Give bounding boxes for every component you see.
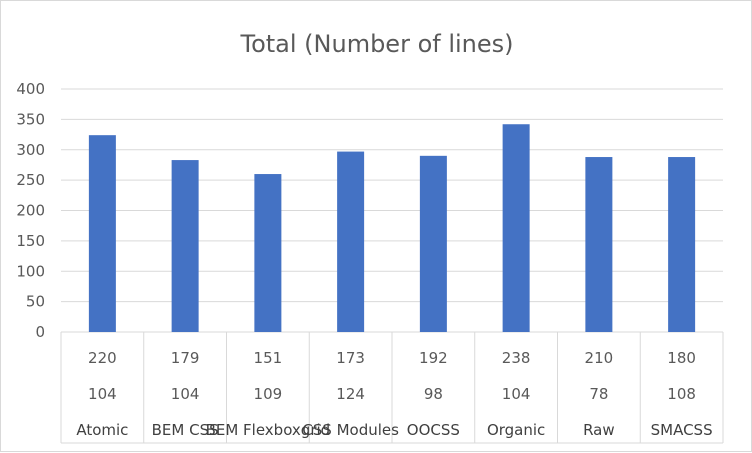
y-tick-label: 200	[16, 202, 45, 220]
y-tick-label: 400	[16, 80, 45, 98]
bar	[502, 124, 530, 332]
bar	[668, 157, 696, 332]
x-category-label: Atomic	[76, 421, 128, 439]
gridlines	[61, 88, 723, 333]
x-category-label: OOCSS	[407, 421, 460, 439]
bars	[88, 124, 696, 332]
chart-title: Total (Number of lines)	[239, 30, 513, 58]
data-table-cell: 78	[589, 385, 608, 403]
data-table-cell: 238	[502, 349, 531, 367]
y-tick-label: 300	[16, 141, 45, 159]
bar	[254, 174, 282, 332]
bar	[419, 155, 447, 332]
x-category-label: BEM CSS	[152, 421, 219, 439]
x-category-label: BEM Flexboxgrid	[206, 421, 331, 439]
data-table-cell: 104	[88, 385, 117, 403]
y-tick-label: 0	[35, 323, 45, 341]
y-tick-label: 50	[26, 293, 45, 311]
y-tick-label: 150	[16, 232, 45, 250]
y-axis-ticks: 0 50 100 150 200 250 300 350 400	[16, 80, 45, 341]
bar	[337, 151, 365, 332]
y-tick-label: 350	[16, 110, 45, 128]
data-table-cell: 108	[667, 385, 696, 403]
data-table-cell: 210	[585, 349, 614, 367]
data-table-cell: 173	[336, 349, 365, 367]
y-tick-label: 100	[16, 262, 45, 280]
bar	[88, 135, 116, 332]
x-category-label: CSS Modules	[302, 421, 399, 439]
x-category-label: Organic	[487, 421, 545, 439]
data-table-cell: 104	[502, 385, 531, 403]
data-table-cell: 104	[171, 385, 200, 403]
x-category-label: SMACSS	[651, 421, 713, 439]
bar	[171, 160, 199, 332]
data-table-cell: 124	[336, 385, 365, 403]
x-category-label: Raw	[583, 421, 615, 439]
y-tick-label: 250	[16, 171, 45, 189]
data-table-cell: 151	[254, 349, 283, 367]
data-table: 220 179 151 173 192 238 210 180 104 104 109 124 98 10…	[60, 332, 724, 444]
data-table-cell: 180	[667, 349, 696, 367]
data-table-cell: 109	[254, 385, 283, 403]
data-table-cell: 98	[424, 385, 443, 403]
data-table-cell: 220	[88, 349, 117, 367]
data-table-cell: 192	[419, 349, 448, 367]
data-table-cell: 179	[171, 349, 200, 367]
bar	[585, 157, 613, 332]
